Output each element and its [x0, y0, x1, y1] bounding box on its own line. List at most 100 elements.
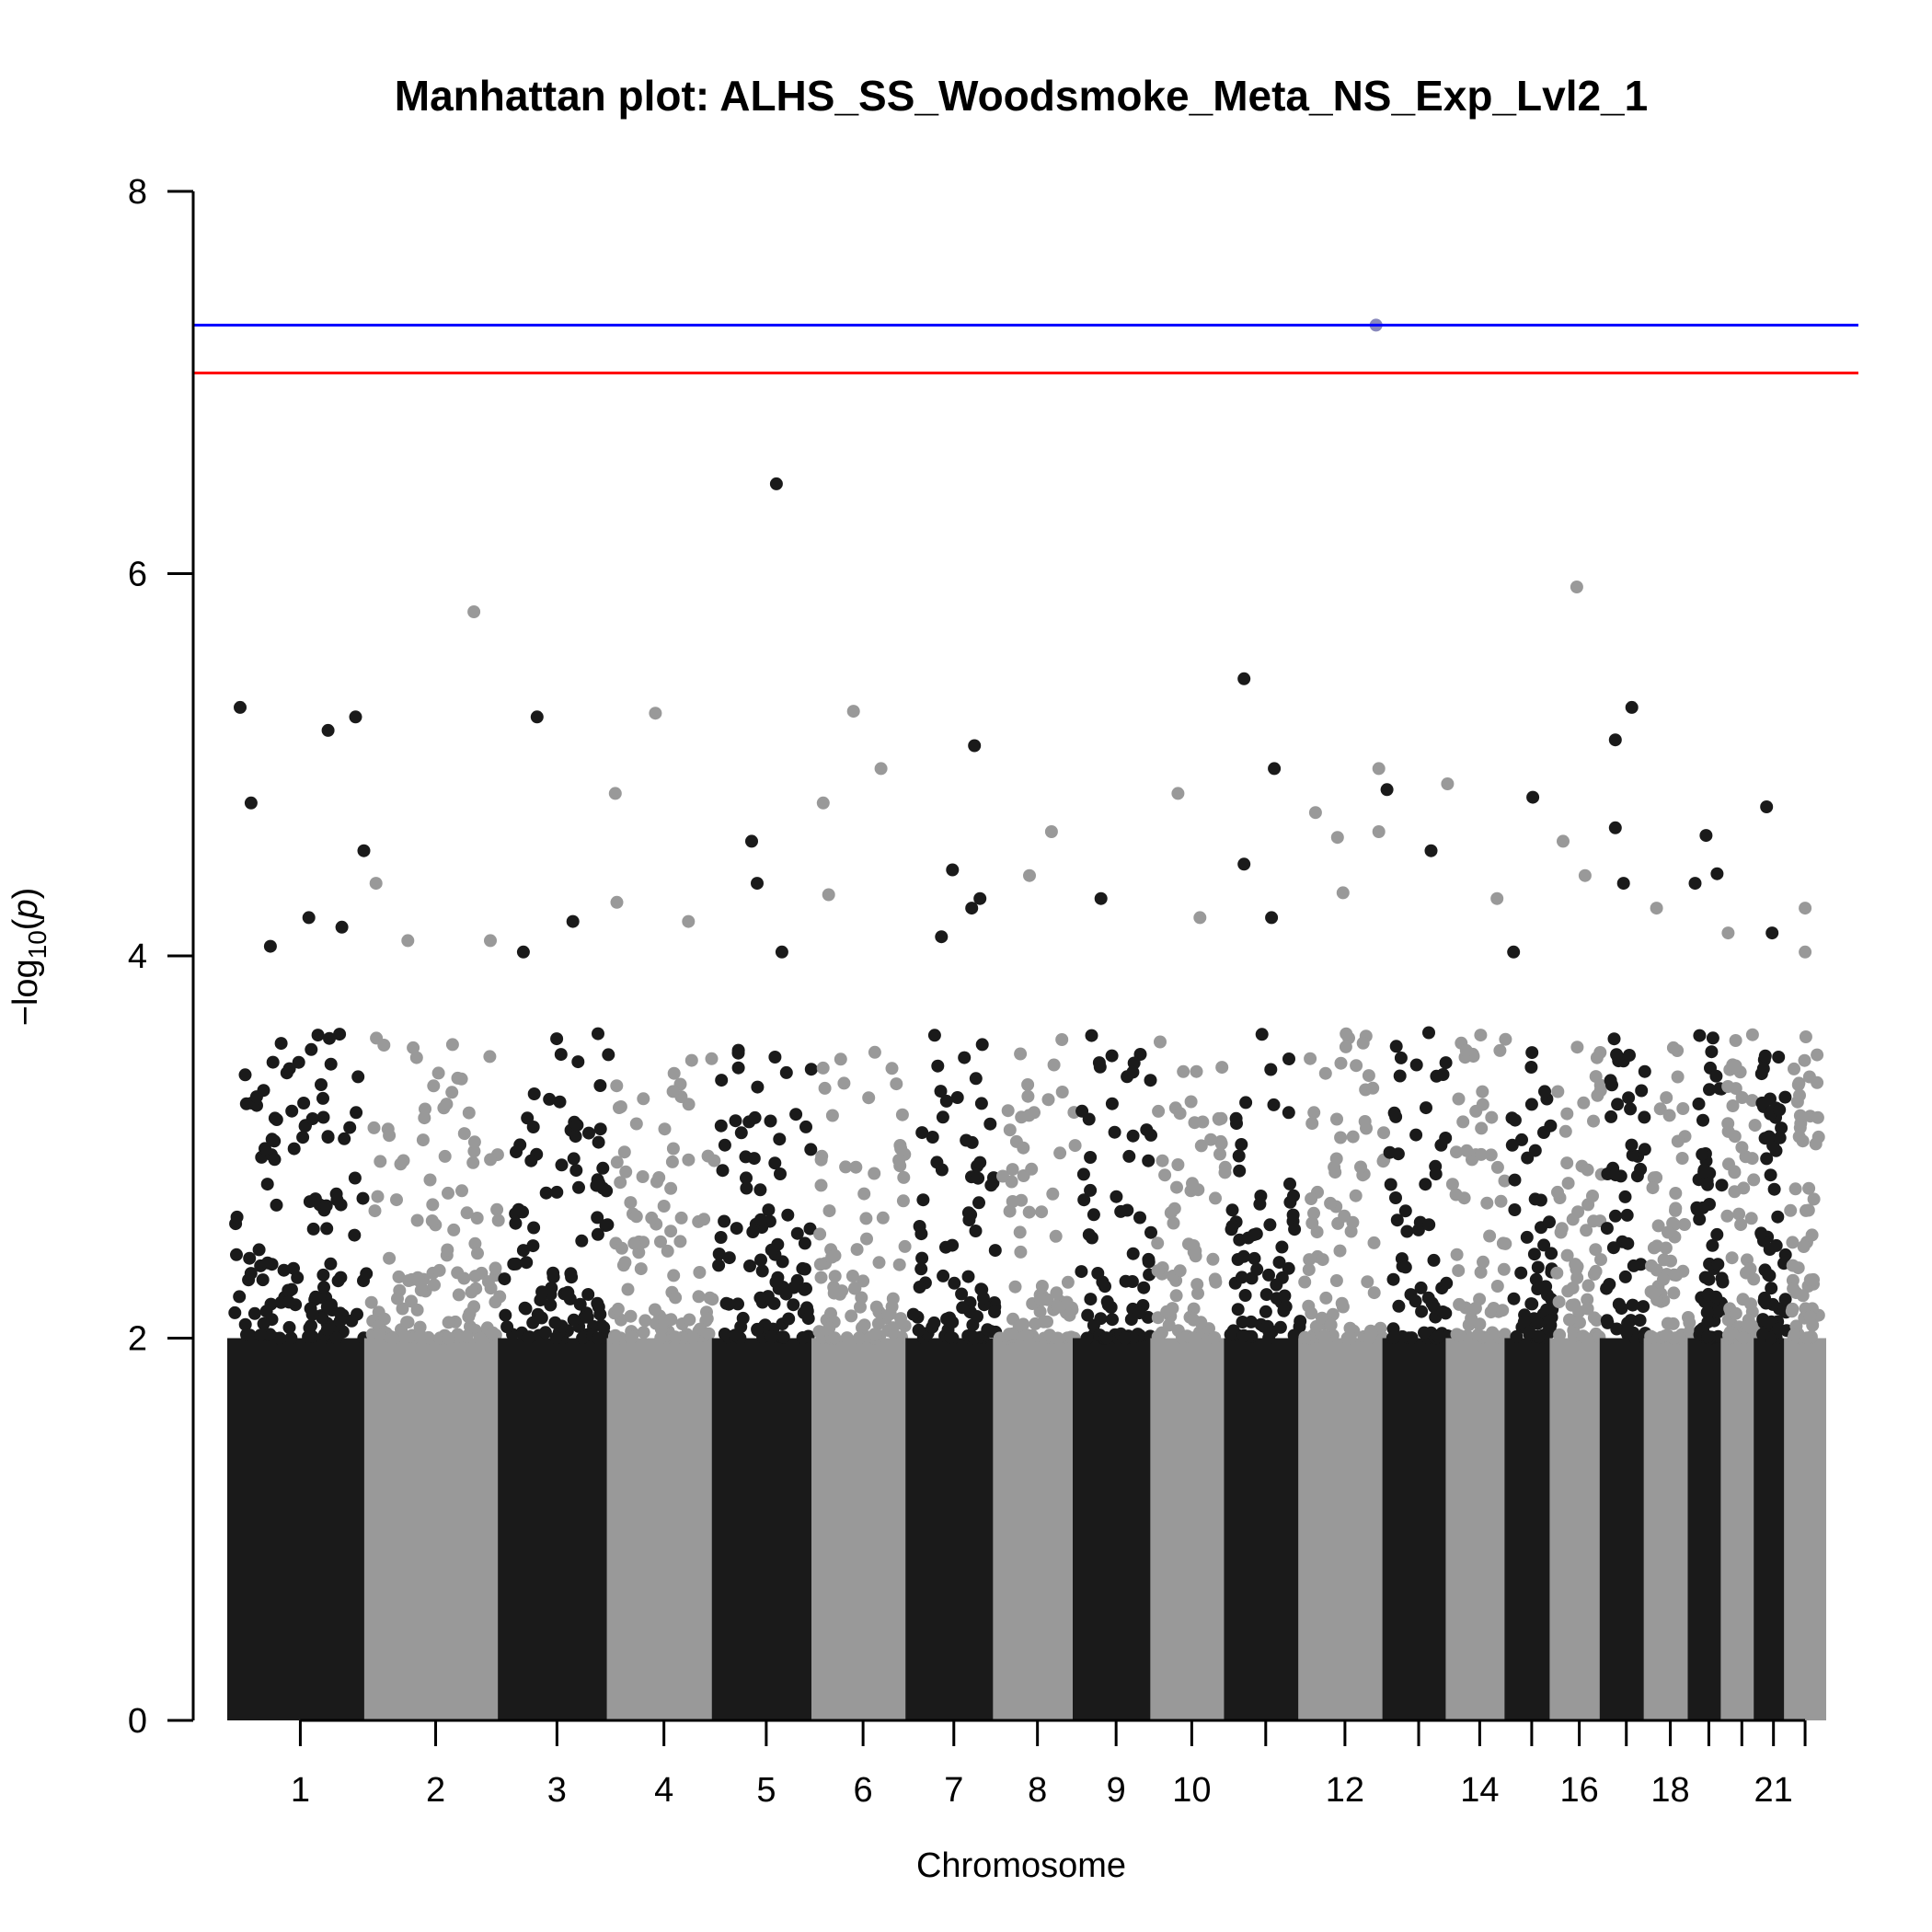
snp-point [971, 1310, 983, 1323]
snp-point [648, 1303, 661, 1317]
snp-point [571, 1055, 585, 1069]
snp-point [666, 1142, 680, 1156]
snp-point [1732, 1207, 1746, 1221]
snp-point [1021, 1089, 1035, 1103]
top-hit-point [1424, 844, 1438, 857]
snp-point [383, 1251, 397, 1265]
snp-point [935, 1163, 949, 1177]
snp-point [1544, 1119, 1558, 1133]
snp-point [544, 1298, 558, 1312]
snp-point [1110, 1190, 1123, 1203]
snp-point [1006, 1195, 1019, 1208]
snp-point [856, 1321, 868, 1335]
snp-point [1742, 1320, 1754, 1334]
snp-point [781, 1208, 795, 1222]
snp-point [1510, 1329, 1524, 1343]
snp-point [722, 1251, 736, 1265]
snp-point [868, 1045, 881, 1059]
snp-point [1560, 1107, 1574, 1121]
snp-point [1788, 1182, 1802, 1196]
snp-point [1524, 1098, 1538, 1111]
snp-point [581, 1310, 594, 1324]
snp-point [1151, 1329, 1165, 1343]
snp-point [1108, 1125, 1121, 1139]
snp-point [996, 1169, 1009, 1183]
top-hit-point [1336, 886, 1350, 900]
top-hit-point [335, 920, 349, 934]
y-tick-label: 2 [128, 1320, 147, 1359]
snp-point [1082, 1228, 1096, 1242]
snp-point [1277, 1304, 1291, 1317]
snp-point [526, 1121, 540, 1133]
snp-point [1233, 1164, 1247, 1178]
top-hit-point [1237, 857, 1251, 871]
snp-point [1611, 1098, 1625, 1111]
snp-point [1579, 1331, 1593, 1345]
snp-point [1807, 1192, 1821, 1206]
snp-point [926, 1131, 939, 1144]
snp-point [516, 1244, 530, 1258]
snp-point [883, 1307, 897, 1320]
snp-point [1434, 1138, 1448, 1152]
snp-point [1248, 1251, 1261, 1265]
snp-point [333, 1315, 347, 1328]
snp-point [330, 1193, 344, 1207]
top-hit-point [467, 605, 481, 618]
snp-point [1543, 1215, 1556, 1229]
snp-point [1142, 1252, 1156, 1266]
top-hit-point [846, 705, 860, 719]
y-axis: 0 2 4 6 8 [128, 173, 195, 1741]
snp-point [729, 1328, 742, 1342]
snp-point [484, 1282, 498, 1295]
snp-point [427, 1079, 441, 1093]
snp-point [1610, 1048, 1624, 1062]
snp-point [238, 1068, 252, 1082]
snp-point [1709, 1069, 1723, 1083]
snp-point [1540, 1303, 1553, 1317]
snp-point [1302, 1263, 1316, 1277]
snp-point [1190, 1278, 1204, 1292]
snp-point [1760, 1152, 1774, 1166]
chromosome-5-points [711, 1043, 821, 1720]
snp-point [367, 1121, 381, 1134]
snp-point [815, 1149, 829, 1163]
chromosome-6-dense-points [811, 1338, 915, 1720]
snp-point [1334, 1056, 1348, 1070]
snp-point [1558, 1124, 1572, 1138]
snp-point [316, 1091, 329, 1105]
snp-point [1778, 1248, 1792, 1261]
snp-point [465, 1285, 478, 1299]
snp-point [1729, 1059, 1742, 1073]
top-hit-point [822, 888, 835, 902]
snp-point [849, 1160, 863, 1174]
snp-point [452, 1288, 466, 1302]
top-hit-point [973, 891, 987, 905]
snp-point [257, 1084, 270, 1098]
snp-point [1734, 1218, 1748, 1232]
snp-point [1364, 1327, 1378, 1340]
snp-point [1392, 1299, 1406, 1313]
top-hit-point [1265, 911, 1279, 925]
snp-point [1318, 1066, 1332, 1080]
snp-point [629, 1210, 643, 1224]
snp-point [939, 1094, 953, 1108]
snp-point [582, 1126, 595, 1140]
snp-point [548, 1316, 562, 1329]
snp-point [1477, 1255, 1489, 1269]
snp-point [1287, 1189, 1300, 1202]
snp-point [1324, 1196, 1338, 1210]
snp-point [1440, 1276, 1454, 1290]
snp-point [426, 1198, 440, 1212]
snp-point [321, 1131, 335, 1144]
chromosome-16-dense-points [1549, 1338, 1609, 1720]
snp-point [1398, 1260, 1412, 1274]
snp-point [377, 1039, 391, 1052]
snp-point [661, 1244, 674, 1258]
snp-point [270, 1198, 283, 1212]
snp-point [1250, 1262, 1264, 1276]
snp-point [1635, 1084, 1649, 1098]
snp-point [1122, 1149, 1136, 1163]
snp-point [1792, 1130, 1806, 1144]
snp-point [822, 1321, 836, 1335]
chromosome-1-dense-points [227, 1338, 374, 1720]
